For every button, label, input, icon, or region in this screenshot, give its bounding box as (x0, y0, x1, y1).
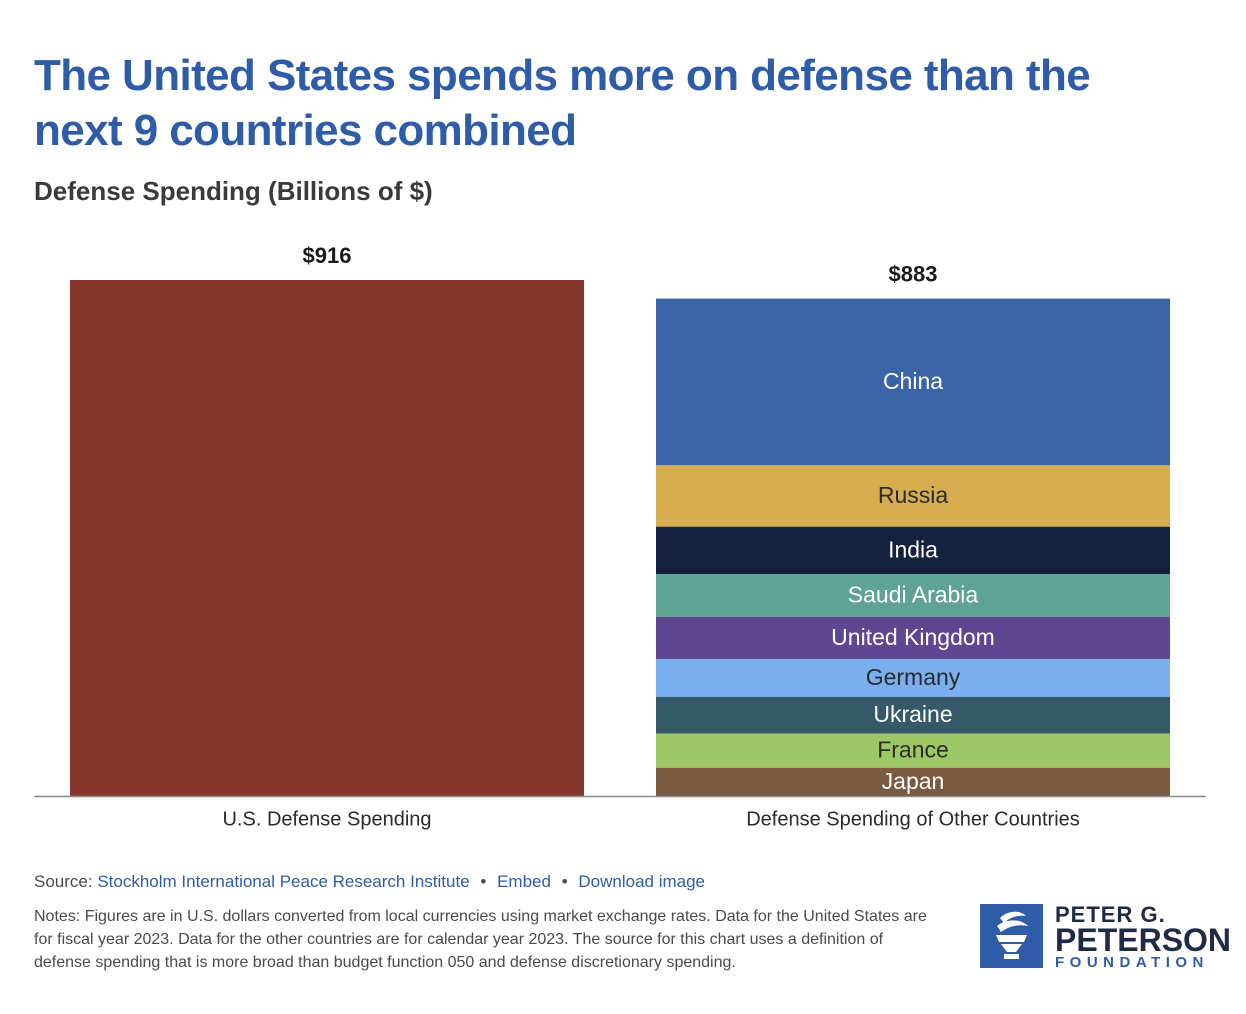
segment-label-ukraine: Ukraine (873, 701, 952, 727)
segment-russia (656, 465, 1170, 527)
category-label-us: U.S. Defense Spending (222, 808, 431, 830)
category-label-others: Defense Spending of Other Countries (746, 808, 1080, 830)
segment-label-united-kingdom: United Kingdom (831, 624, 995, 650)
segment-label-saudi-arabia: Saudi Arabia (848, 582, 979, 608)
segment-label-france: France (877, 737, 949, 763)
logo-line-3: FOUNDATION (1055, 954, 1209, 971)
segment-saudi-arabia (656, 574, 1170, 617)
segment-label-india: India (888, 536, 938, 562)
torch-logo-icon (980, 904, 1043, 968)
stacked-bar-chart: $916 China Russia India Saudi Arabia United K… (34, 243, 1206, 830)
logo-line-1: PETER G. (1055, 902, 1166, 927)
embed-link[interactable]: Embed (497, 872, 551, 891)
segment-united-kingdom (656, 616, 1170, 660)
segment-japan (656, 767, 1170, 796)
bar-us-defense-spending (70, 280, 584, 796)
total-label-others: $883 (889, 261, 938, 286)
source-line: Source: Stockholm International Peace Re… (34, 872, 705, 892)
segment-label-germany: Germany (866, 664, 961, 690)
segment-label-china: China (883, 368, 943, 394)
download-image-link[interactable]: Download image (578, 872, 706, 891)
chart-title: The United States spends more on defense… (34, 51, 1091, 155)
chart-notes: Notes: Figures are in U.S. dollars conve… (34, 908, 927, 971)
segment-china (656, 298, 1170, 466)
segment-label-japan: Japan (882, 768, 945, 794)
separator-dot: • (480, 872, 487, 891)
source-link[interactable]: Stockholm International Peace Research I… (97, 872, 470, 891)
separator-dot: • (561, 872, 568, 891)
source-prefix: Source: (34, 872, 93, 891)
segment-label-russia: Russia (878, 482, 949, 508)
total-label-us: $916 (303, 243, 352, 268)
segment-germany (656, 659, 1170, 697)
logo-line-2: PETERSON (1055, 922, 1232, 958)
segment-france (656, 733, 1170, 768)
segment-ukraine (656, 696, 1170, 734)
segment-india (656, 526, 1170, 575)
peterson-foundation-logo: PETER G. PETERSON FOUNDATION (980, 902, 1231, 972)
chart-subtitle: Defense Spending (Billions of $) (34, 176, 433, 206)
